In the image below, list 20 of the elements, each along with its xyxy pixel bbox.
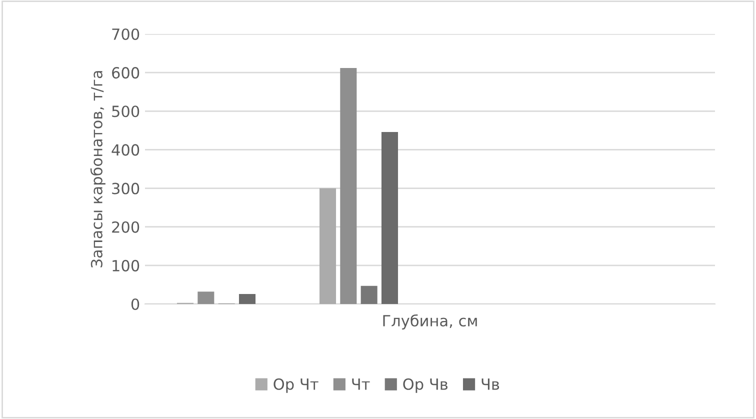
y-tick-label: 700 [112,28,140,40]
bar [360,286,378,304]
bar [319,188,336,304]
bar [198,292,214,304]
x-axis-title: Глубина, см [383,314,477,330]
y-tick-label: 400 [112,144,140,156]
y-tick-label: 200 [112,221,140,233]
bar [340,68,357,304]
y-tick-label: 0 [131,298,140,310]
legend-label: Ор Чт [274,378,318,393]
y-tick-label: 500 [112,106,140,118]
bar [381,132,398,304]
y-tick-label: 300 [112,182,140,194]
y-axis-title: Запасы карбонатов, т/га [90,71,106,268]
bar [238,294,256,304]
legend-label: Ор Чв [403,378,448,393]
y-tick-label: 100 [112,260,140,272]
legend-label: Чв [482,378,500,390]
legend-label: Чт [352,378,370,390]
y-tick-label: 600 [112,67,140,79]
